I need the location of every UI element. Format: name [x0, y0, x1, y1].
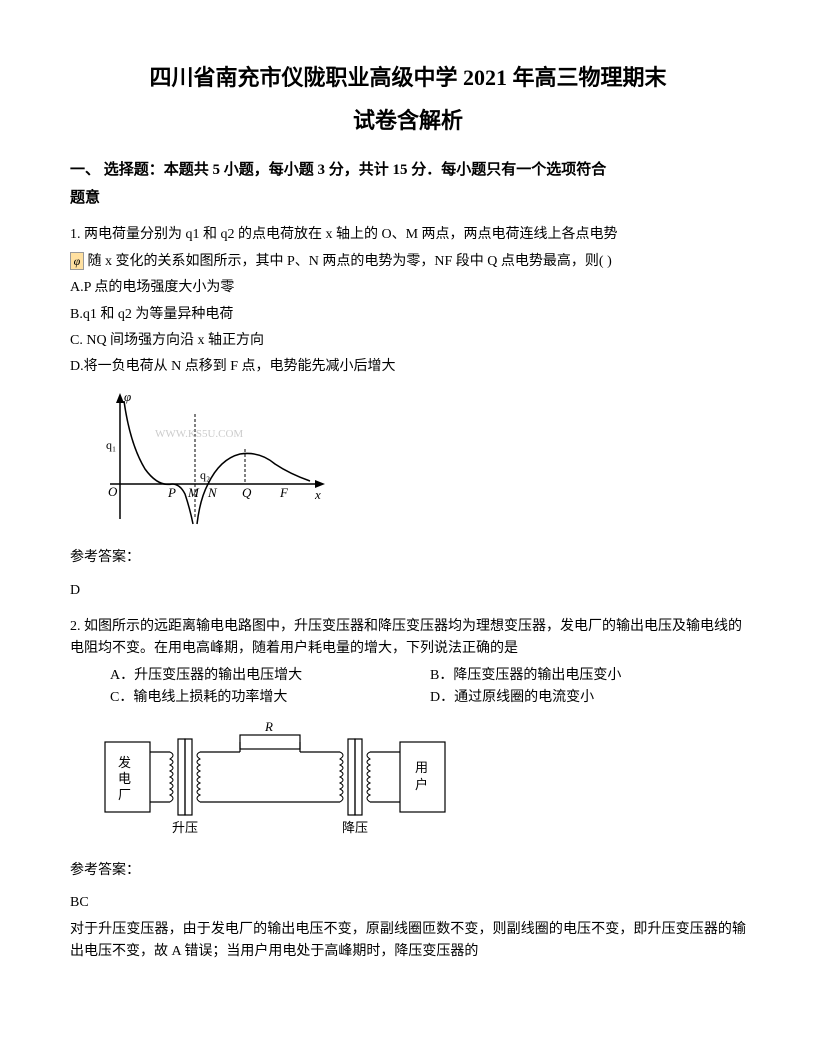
q2-option-d: D．通过原线圈的电流变小: [430, 687, 594, 709]
circuit-label-source2: 电: [118, 771, 131, 786]
potential-curve-graph: φ q₁ O P M q₂ N Q F x WWW.KS5U.COM: [100, 389, 330, 529]
graph-label-o: O: [108, 484, 118, 499]
q2-option-c: C．输电线上损耗的功率增大: [110, 687, 430, 709]
section-header-line2: 题意: [70, 186, 746, 210]
graph-label-q: Q: [242, 485, 252, 500]
q2-stem: 2. 如图所示的远距离输电电路图中，升压变压器和降压变压器均为理想变压器，发电厂…: [70, 616, 746, 661]
circuit-label-source1: 发: [118, 755, 131, 770]
circuit-label-stepup: 升压: [172, 820, 198, 835]
q2-option-a: A．升压变压器的输出电压增大: [110, 665, 430, 687]
graph-watermark: WWW.KS5U.COM: [155, 428, 243, 440]
graph-label-q2: q₂: [200, 468, 210, 482]
q1-option-c: C. NQ 间场强方向沿 x 轴正方向: [70, 330, 746, 352]
circuit-label-stepdown: 降压: [342, 820, 368, 835]
q1-graph: φ q₁ O P M q₂ N Q F x WWW.KS5U.COM: [100, 389, 746, 537]
graph-label-n: N: [207, 485, 218, 500]
transformer-circuit: 发 电 厂 升压 R 降压 用 户: [100, 717, 480, 847]
circuit-label-source3: 厂: [118, 787, 131, 802]
q1-answer: D: [70, 580, 746, 602]
q1-stem-line1: 1. 两电荷量分别为 q1 和 q2 的点电荷放在 x 轴上的 O、M 两点，两…: [70, 224, 746, 246]
q1-option-d: D.将一负电荷从 N 点移到 F 点，电势能先减小后增大: [70, 356, 746, 378]
circuit-label-r: R: [264, 719, 273, 734]
question-2: 2. 如图所示的远距离输电电路图中，升压变压器和降压变压器均为理想变压器，发电厂…: [70, 616, 746, 964]
q1-stem-line2-text: 随 x 变化的关系如图所示，其中 P、N 两点的电势为零，NF 段中 Q 点电势…: [88, 254, 612, 269]
q2-option-b: B．降压变压器的输出电压变小: [430, 665, 621, 687]
circuit-label-user2: 户: [415, 777, 428, 792]
q2-explanation: 对于升压变压器，由于发电厂的输出电压不变，原副线圈匝数不变，则副线圈的电压不变，…: [70, 919, 746, 964]
phi-symbol-icon: φ: [70, 252, 84, 270]
q1-option-b: B.q1 和 q2 为等量异种电荷: [70, 304, 746, 326]
q1-stem-line2: φ 随 x 变化的关系如图所示，其中 P、N 两点的电势为零，NF 段中 Q 点…: [70, 251, 746, 273]
graph-label-x: x: [314, 487, 321, 502]
graph-label-f: F: [279, 485, 289, 500]
page-title-line2: 试卷含解析: [70, 103, 746, 138]
circuit-label-user1: 用: [415, 760, 428, 775]
q2-answer: BC: [70, 892, 746, 914]
q2-circuit-diagram: 发 电 厂 升压 R 降压 用 户: [100, 717, 746, 855]
question-1: 1. 两电荷量分别为 q1 和 q2 的点电荷放在 x 轴上的 O、M 两点，两…: [70, 224, 746, 602]
graph-label-q1: q₁: [106, 438, 116, 452]
graph-label-p: P: [167, 485, 176, 500]
q1-option-a: A.P 点的电场强度大小为零: [70, 277, 746, 299]
graph-label-m: M: [187, 485, 200, 500]
graph-label-phi: φ: [124, 389, 131, 404]
page-title-line1: 四川省南充市仪陇职业高级中学 2021 年高三物理期末: [70, 60, 746, 95]
q2-answer-label: 参考答案：: [70, 860, 746, 882]
q1-answer-label: 参考答案：: [70, 547, 746, 569]
section-header-line1: 一、 选择题：本题共 5 小题，每小题 3 分，共计 15 分．每小题只有一个选…: [70, 158, 746, 182]
q2-options: A．升压变压器的输出电压增大 B．降压变压器的输出电压变小 C．输电线上损耗的功…: [110, 665, 746, 710]
